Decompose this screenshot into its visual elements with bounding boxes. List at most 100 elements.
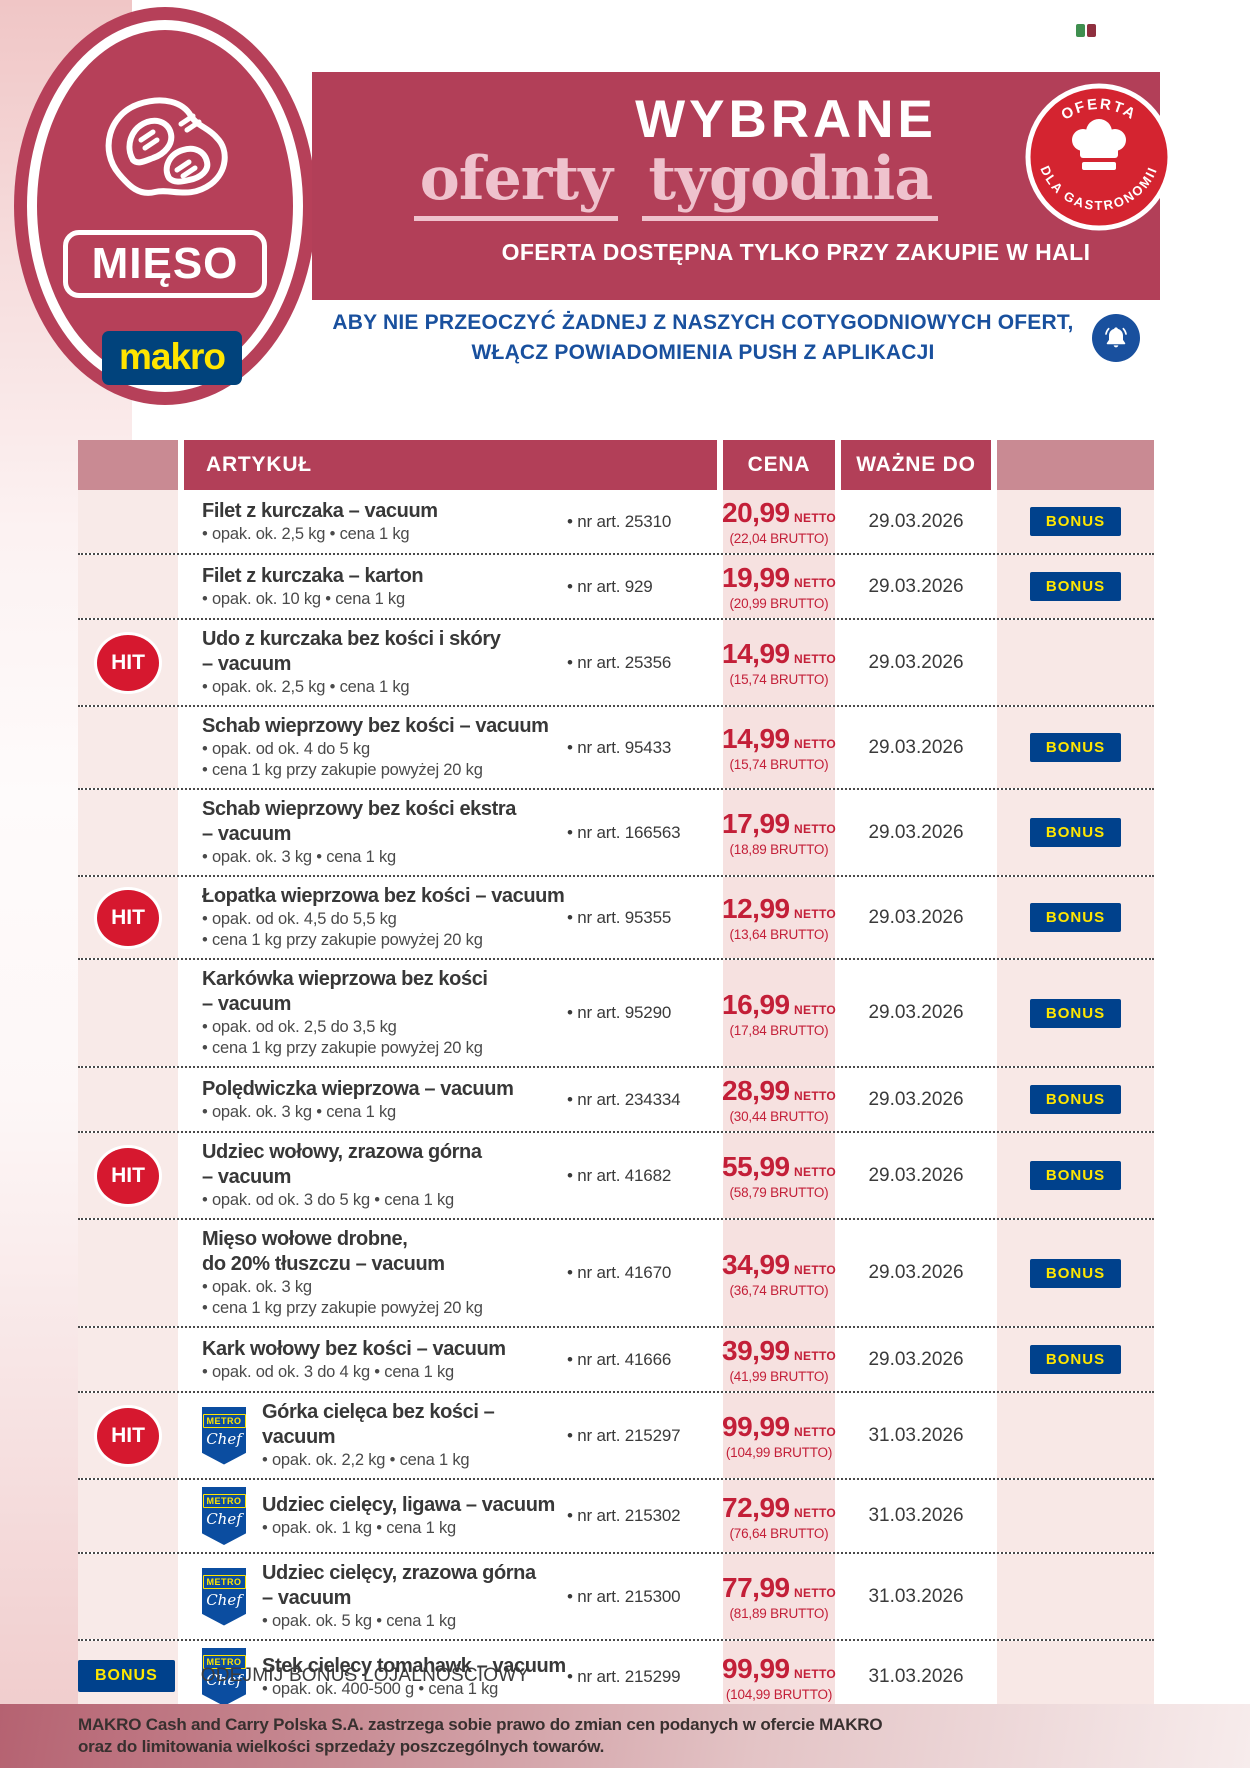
table-row: HIT Udziec wołowy, zrazowa górna – vacuu… xyxy=(78,1133,1154,1220)
footer-line2: oraz do limitowania wielkości sprzedaży … xyxy=(78,1737,605,1756)
price-brutto: (30,44 BRUTTO) xyxy=(729,1109,829,1124)
article-cell: Udo z kurczaka bez kości i skóry – vacuu… xyxy=(184,620,717,705)
table-row: Karkówka wieprzowa bez kości – vacuum • … xyxy=(78,960,1154,1068)
valid-to-date: 29.03.2026 xyxy=(868,1088,964,1110)
valid-to-date: 29.03.2026 xyxy=(868,906,964,928)
valid-to-date: 31.03.2026 xyxy=(868,1585,964,1607)
product-detail: • opak. ok. 1 kg • cena 1 kg xyxy=(262,1519,456,1537)
product-details: • opak. ok. 3 kg • cena 1 kg xyxy=(202,1102,567,1123)
article-cell: Udziec wołowy, zrazowa górna – vacuum • … xyxy=(184,1133,717,1218)
valid-to-date: 29.03.2026 xyxy=(868,651,964,673)
bonus-badge: BONUS xyxy=(1029,903,1122,932)
table-row: Filet z kurczaka – karton • opak. ok. 10… xyxy=(78,555,1154,620)
netto-label: NETTO xyxy=(794,1089,836,1103)
bonus-cell xyxy=(997,1393,1154,1478)
article-number: • nr art. 929 xyxy=(567,576,653,596)
product-name: Schab wieprzowy bez kości – vacuum xyxy=(202,715,549,737)
price-brutto: (104,99 BRUTTO) xyxy=(725,1686,833,1702)
metro-chef-script: Chef xyxy=(206,1429,242,1448)
netto-label: NETTO xyxy=(794,1425,836,1439)
price-netto: 34,99 xyxy=(722,1248,790,1280)
product-detail: • cena 1 kg przy zakupie powyżej 20 kg xyxy=(202,761,483,779)
article-cell: Mięso wołowe drobne, do 20% tłuszczu – v… xyxy=(184,1220,717,1326)
bonus-cell: BONUS xyxy=(997,1068,1154,1131)
product-details: • opak. ok. 2,5 kg • cena 1 kg xyxy=(202,524,567,545)
netto-label: NETTO xyxy=(794,1586,836,1600)
price-cell: 72,99 NETTO (76,64 BRUTTO) xyxy=(722,1480,836,1552)
product-name: Mięso wołowe drobne, xyxy=(202,1228,408,1250)
netto-label: NETTO xyxy=(794,1349,836,1363)
valid-to-cell: 31.03.2026 xyxy=(841,1480,991,1552)
product-name: Udziec cielęcy, ligawa – vacuum xyxy=(262,1494,555,1516)
price-cell: 12,99 NETTO (13,64 BRUTTO) xyxy=(722,877,836,958)
valid-to-cell: 29.03.2026 xyxy=(841,620,991,705)
netto-label: NETTO xyxy=(794,822,836,836)
valid-to-cell: 29.03.2026 xyxy=(841,1068,991,1131)
valid-to-date: 31.03.2026 xyxy=(868,1666,964,1687)
valid-to-cell: 29.03.2026 xyxy=(841,1328,991,1391)
product-name: Stek cielęcy tomahawk – vacuum xyxy=(262,1655,566,1677)
price-netto: 16,99 xyxy=(722,988,790,1020)
netto-label: NETTO xyxy=(794,1666,836,1681)
table-row: Mięso wołowe drobne, do 20% tłuszczu – v… xyxy=(78,1220,1154,1328)
hit-cell xyxy=(78,1068,178,1131)
table-header-row: ARTYKUŁ CENA WAŻNE DO xyxy=(78,440,1154,490)
product-detail: • opak. ok. 10 kg • cena 1 kg xyxy=(202,589,405,608)
valid-to-date: 29.03.2026 xyxy=(868,1164,964,1186)
valid-to-cell: 31.03.2026 xyxy=(841,1641,991,1713)
product-detail: • opak. ok. 2,5 kg • cena 1 kg xyxy=(202,678,410,696)
netto-label: NETTO xyxy=(794,652,836,666)
product-details: • opak. od ok. 4,5 do 5,5 kg • cena 1 kg … xyxy=(202,909,567,951)
netto-label: NETTO xyxy=(794,737,836,751)
bonus-badge: BONUS xyxy=(1029,1258,1122,1288)
article-cell: METRO Chef Udziec cielęcy, ligawa – vacu… xyxy=(184,1480,717,1552)
product-name-line2: – vacuum xyxy=(262,1587,352,1609)
article-cell: Filet z kurczaka – vacuum • opak. ok. 2,… xyxy=(184,490,717,553)
product-details: • opak. ok. 2,2 kg • cena 1 kg xyxy=(262,1450,567,1471)
valid-to-date: 31.03.2026 xyxy=(868,1424,964,1446)
valid-to-cell: 31.03.2026 xyxy=(841,1554,991,1639)
product-name: Filet z kurczaka – vacuum xyxy=(202,499,438,522)
price-cell: 14,99 NETTO (15,74 BRUTTO) xyxy=(722,620,836,705)
metro-chef-wordmark: METRO xyxy=(202,1413,246,1428)
table-row: METRO Chef Udziec cielęcy, ligawa – vacu… xyxy=(78,1480,1154,1554)
article-cell: Karkówka wieprzowa bez kości – vacuum • … xyxy=(184,960,717,1066)
valid-to-date: 29.03.2026 xyxy=(868,1262,964,1283)
table-row: Schab wieprzowy bez kości – vacuum • opa… xyxy=(78,707,1154,790)
article-number: • nr art. 25356 xyxy=(567,652,672,672)
push-notification-note: ABY NIE PRZEOCZYĆ ŻADNEJ Z NASZYCH COTYG… xyxy=(312,308,1160,368)
push-note-line2: WŁĄCZ POWIADOMIENIA PUSH Z APLIKACJI xyxy=(471,341,935,364)
price-cell: 39,99 NETTO (41,99 BRUTTO) xyxy=(722,1328,836,1391)
price-cell: 17,99 NETTO (18,89 BRUTTO) xyxy=(722,790,836,875)
banner-title: WYBRANE xyxy=(635,90,937,149)
valid-to-date: 29.03.2026 xyxy=(868,821,964,843)
banner-subtitle: oferty tygodnia xyxy=(312,148,1040,221)
product-details: • opak. ok. 2,5 kg • cena 1 kg xyxy=(202,677,567,698)
valid-to-cell: 29.03.2026 xyxy=(841,877,991,958)
bonus-cell: BONUS xyxy=(997,1220,1154,1326)
price-netto: 99,99 xyxy=(722,1652,790,1684)
table-row: Polędwiczka wieprzowa – vacuum • opak. o… xyxy=(78,1068,1154,1133)
product-detail: • cena 1 kg przy zakupie powyżej 20 kg xyxy=(202,1039,483,1057)
product-details: • opak. ok. 10 kg • cena 1 kg xyxy=(202,589,567,610)
bonus-badge: BONUS xyxy=(1029,572,1122,601)
bonus-cell xyxy=(997,1480,1154,1552)
valid-to-cell: 29.03.2026 xyxy=(841,960,991,1066)
product-name-line2: – vacuum xyxy=(202,1166,292,1188)
product-name: Karkówka wieprzowa bez kości xyxy=(202,968,488,990)
bonus-cell: BONUS xyxy=(997,960,1154,1066)
valid-to-cell: 29.03.2026 xyxy=(841,1220,991,1326)
availability-note: OFERTA DOSTĘPNA TYLKO PRZY ZAKUPIE W HAL… xyxy=(501,239,1091,265)
article-number: • nr art. 215302 xyxy=(567,1506,681,1525)
product-details: • opak. ok. 3 kg • cena 1 kg przy zakupie… xyxy=(202,1277,567,1319)
price-brutto: (13,64 BRUTTO) xyxy=(729,927,829,942)
product-name-line2: do 20% tłuszczu – vacuum xyxy=(202,1253,445,1275)
hit-badge: HIT xyxy=(97,634,159,691)
valid-to-date: 29.03.2026 xyxy=(868,1002,964,1023)
article-number: • nr art. 215300 xyxy=(567,1586,681,1606)
bonus-badge: BONUS xyxy=(1029,733,1122,762)
article-number: • nr art. 95355 xyxy=(567,907,672,927)
price-brutto: (76,64 BRUTTO) xyxy=(729,1525,829,1541)
bonus-badge: BONUS xyxy=(1029,1161,1122,1190)
hit-cell xyxy=(78,790,178,875)
